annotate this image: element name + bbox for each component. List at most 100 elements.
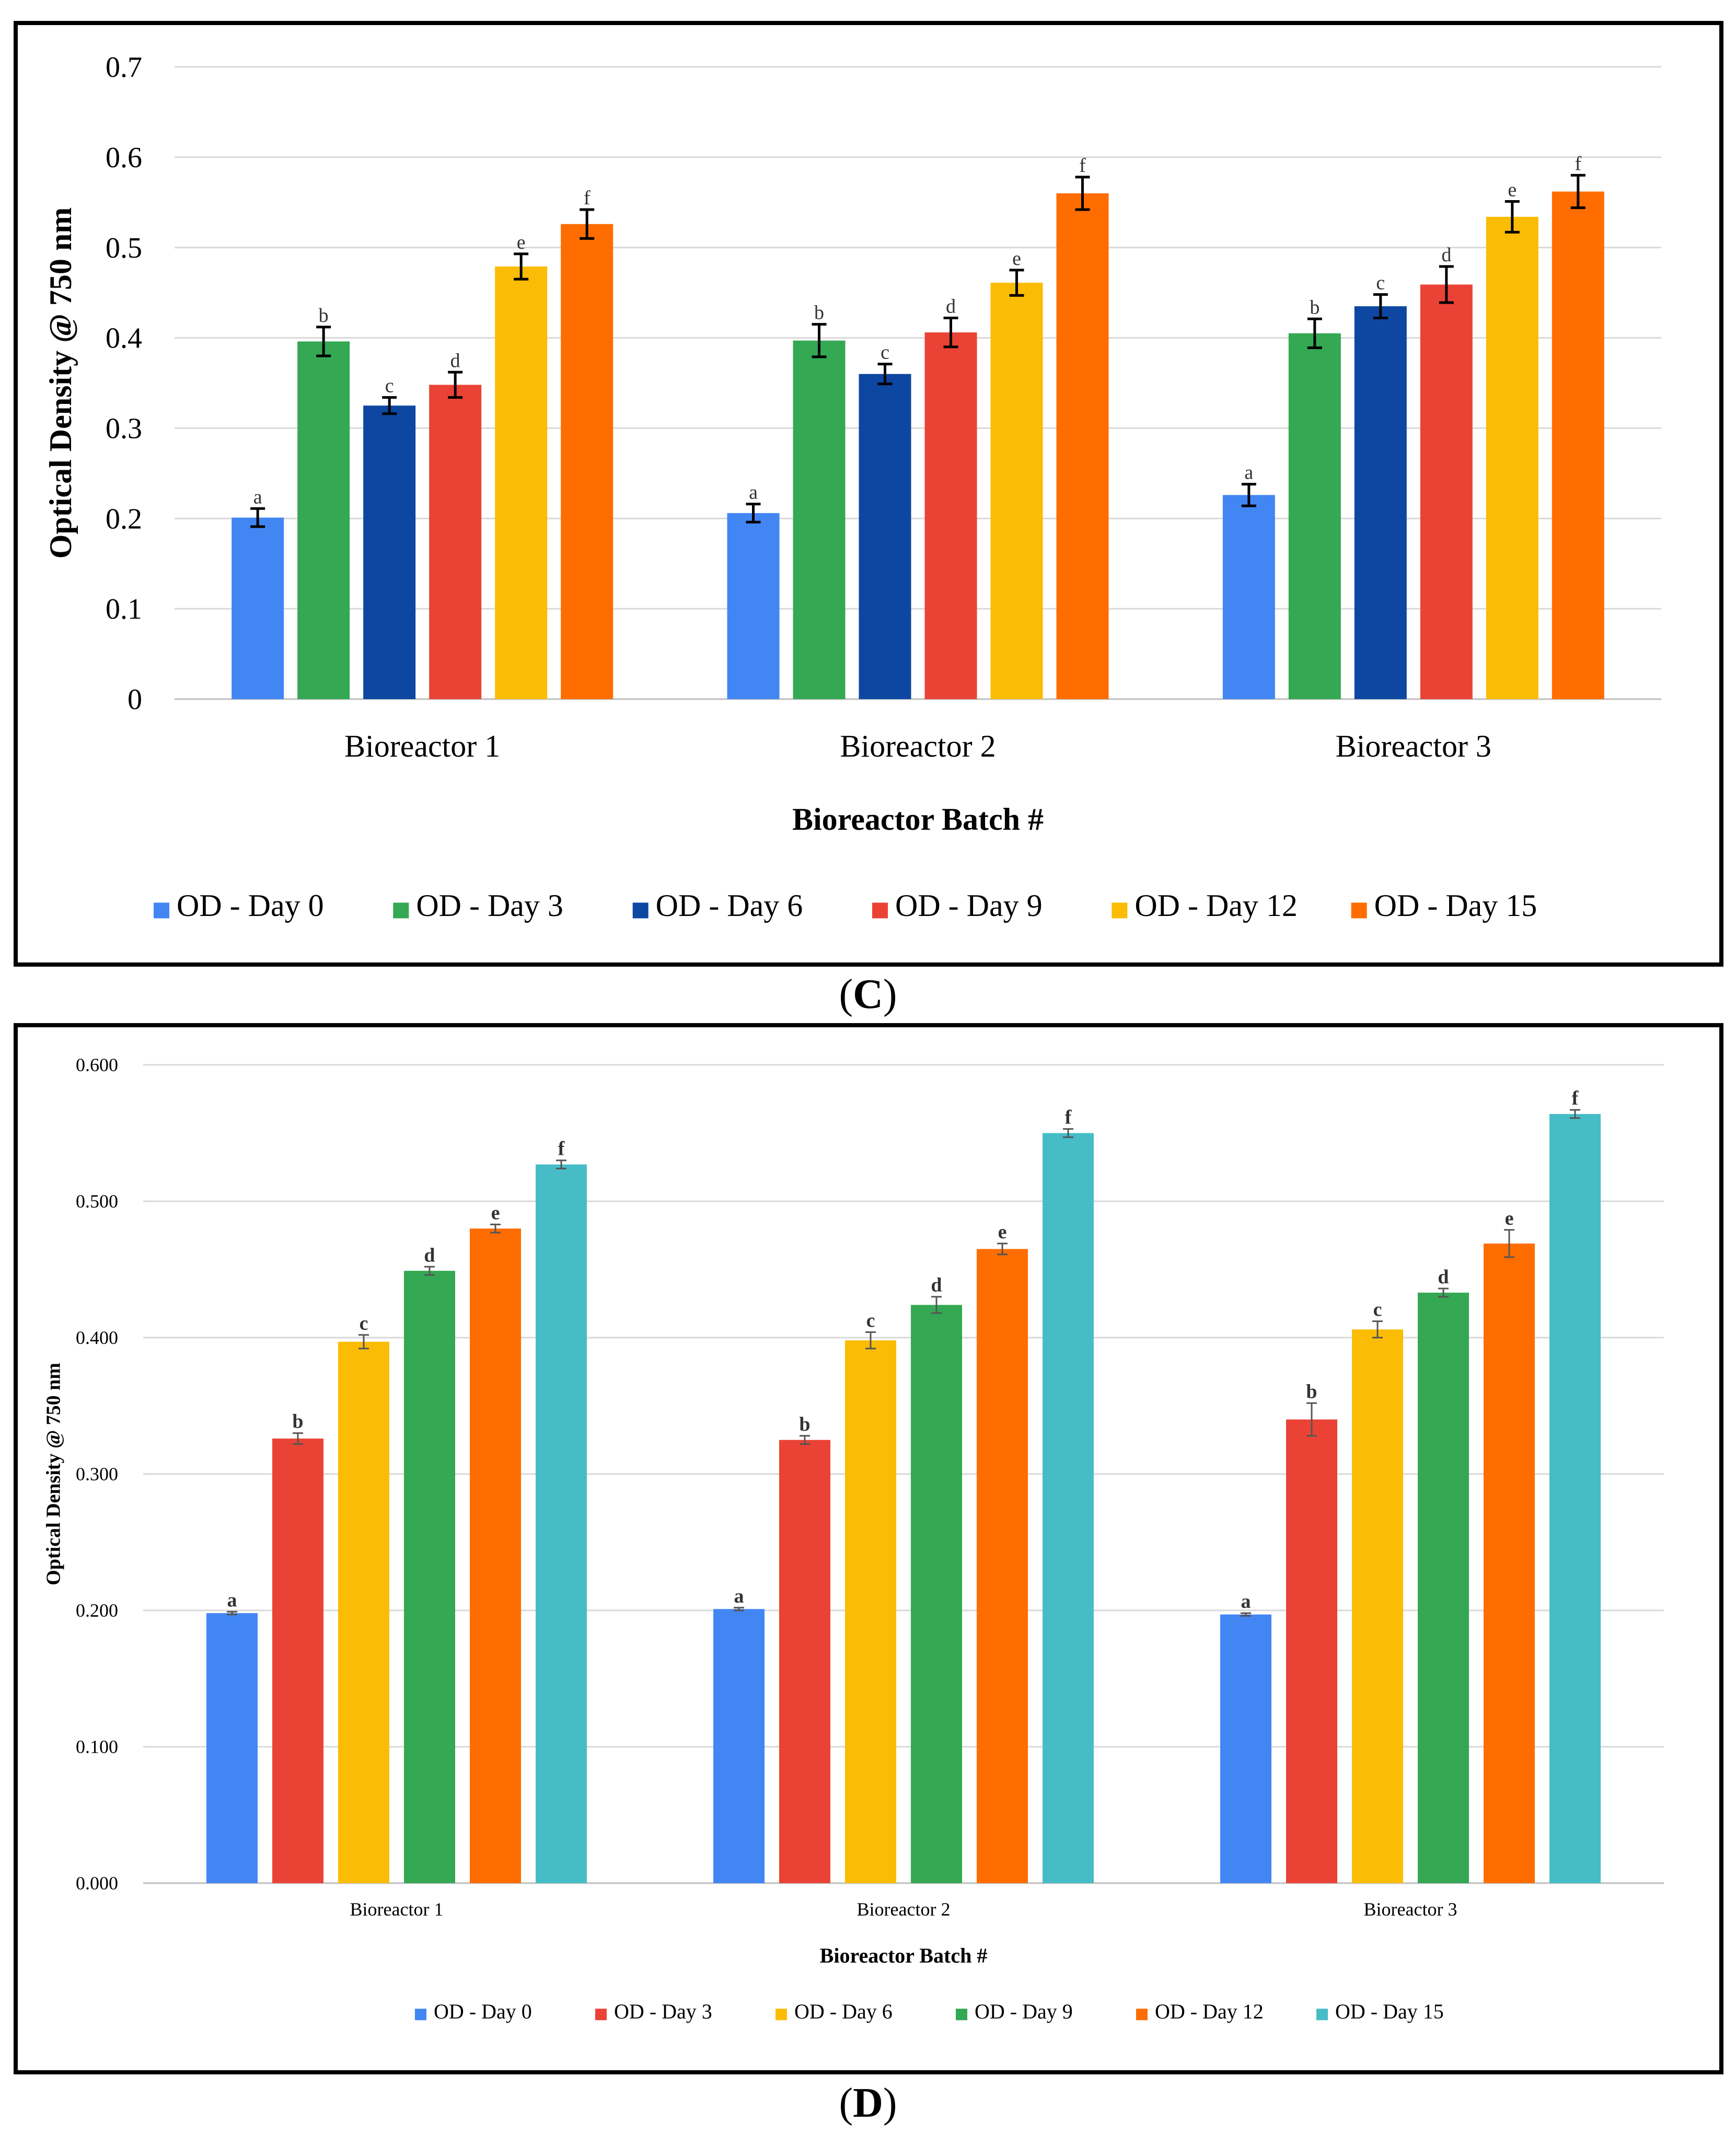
- caption-c: (C): [839, 971, 897, 1017]
- chart-d-category-label: Bioreactor 1: [350, 1899, 444, 1920]
- chart-c-bar-letter: f: [1575, 153, 1582, 175]
- chart-c-bar-letter: a: [253, 486, 262, 508]
- chart-d-ytick-label: 0.300: [76, 1464, 118, 1484]
- chart-c-bar-letter: f: [584, 187, 591, 209]
- chart-c-legend-swatch: [1112, 902, 1128, 919]
- chart-c-bar: [1420, 284, 1473, 699]
- chart-c-ytick-label: 0.5: [106, 232, 142, 264]
- chart-c-bar-letter: e: [517, 231, 526, 253]
- chart-d-bar: [206, 1613, 258, 1883]
- chart-c-bar: [1552, 191, 1604, 699]
- chart-c-category-label: Bioreactor 2: [840, 729, 996, 763]
- chart-d-ytick-label: 0.000: [76, 1873, 118, 1894]
- chart-c-bar: [561, 224, 614, 699]
- chart-panel-d: 0.000 0.100 0.200 0.300 0.400 0.500 0.600 Optic…: [14, 1023, 1723, 2074]
- chart-c-legend-label: OD - Day 12: [1135, 888, 1298, 923]
- chart-c-category-label: Bioreactor 1: [344, 729, 500, 763]
- chart-c-ytick-label: 0.6: [106, 142, 142, 174]
- chart-c-bar: [232, 517, 284, 699]
- chart-d-bar-letter: d: [424, 1244, 435, 1266]
- chart-d-xlabel: Bioreactor Batch #: [820, 1944, 988, 1967]
- caption-d: (D): [839, 2080, 897, 2126]
- chart-d-bar-letter: a: [227, 1589, 237, 1611]
- chart-d-ytick-label: 0.200: [76, 1600, 118, 1621]
- chart-c-bar-letter: a: [749, 482, 758, 504]
- chart-d-bar: [911, 1305, 962, 1883]
- chart-c-bar-letter: c: [1376, 272, 1385, 294]
- chart-d-ytick-label: 0.100: [76, 1736, 118, 1757]
- chart-c-xlabel: Bioreactor Batch #: [792, 802, 1044, 837]
- chart-c-bar-letter: c: [385, 375, 394, 397]
- chart-c-bar: [924, 332, 977, 699]
- chart-d-legend-swatch: [1136, 2009, 1148, 2021]
- chart-c-bar: [1354, 306, 1407, 699]
- chart-d-bar: [845, 1340, 896, 1883]
- chart-c-bar-letter: a: [1244, 462, 1253, 484]
- chart-c-bar: [495, 266, 548, 699]
- chart-d-bar: [713, 1609, 765, 1883]
- chart-d-bar-letter: c: [360, 1313, 368, 1335]
- chart-d-legend-swatch: [776, 2009, 787, 2021]
- chart-d-bar-letter: f: [1065, 1107, 1072, 1129]
- caption-c-letter: C: [853, 971, 883, 1017]
- chart-d-bar-letter: e: [1505, 1208, 1514, 1229]
- chart-d-bar: [779, 1440, 830, 1883]
- chart-d-ytick-label: 0.500: [76, 1191, 118, 1212]
- chart-c-legend-swatch: [393, 902, 409, 919]
- chart-c-ytick-label: 0.1: [106, 593, 142, 625]
- chart-d-bar-letter: d: [1438, 1266, 1449, 1288]
- chart-c-ytick-label: 0.2: [106, 503, 142, 535]
- chart-c-legend-swatch: [872, 902, 888, 919]
- chart-c-svg: 0 0.1 0.2 0.3 0.4 0.5 0.6 0.7 Optical Density @ …: [43, 51, 1661, 923]
- chart-d-bar: [1549, 1113, 1601, 1883]
- chart-d-bar-letter: b: [1306, 1380, 1317, 1402]
- chart-d-bar-letter: b: [799, 1413, 810, 1435]
- chart-c-ytick-label: 0.4: [106, 322, 142, 355]
- chart-d-legend-swatch: [415, 2009, 426, 2021]
- chart-d-legend-swatch: [956, 2009, 967, 2021]
- chart-c-bar: [727, 513, 780, 699]
- chart-d-legend-swatch: [1316, 2009, 1328, 2021]
- chart-d-bar-letter: a: [734, 1585, 744, 1607]
- chart-panel-c: 0 0.1 0.2 0.3 0.4 0.5 0.6 0.7 Optical Density @ …: [14, 21, 1723, 967]
- chart-d-ytick-label: 0.600: [76, 1054, 118, 1075]
- chart-c-category-label: Bioreactor 3: [1336, 729, 1491, 763]
- chart-d-bar-letter: d: [931, 1274, 942, 1296]
- chart-d-bar-letter: a: [1241, 1591, 1251, 1612]
- chart-d-bar-letter: c: [866, 1310, 875, 1332]
- chart-c-bar-letter: f: [1079, 155, 1086, 177]
- chart-d-legend-label: OD - Day 6: [794, 2000, 893, 2023]
- chart-d-bar: [1220, 1614, 1271, 1883]
- chart-c-bar-letter: b: [1310, 296, 1320, 318]
- chart-d-legend-label: OD - Day 0: [434, 2000, 532, 2023]
- chart-d-bar: [1286, 1419, 1337, 1883]
- chart-d-bar-letter: f: [1572, 1087, 1579, 1109]
- chart-d-bar: [1043, 1133, 1094, 1883]
- chart-c-legend-swatch: [154, 902, 169, 919]
- chart-d-bar: [338, 1341, 389, 1883]
- chart-c-legend-label: OD - Day 6: [656, 888, 803, 923]
- chart-d-bar: [1352, 1329, 1403, 1883]
- chart-c-bar-letter: b: [814, 302, 824, 324]
- chart-d-legend-label: OD - Day 15: [1335, 2000, 1444, 2023]
- chart-c-ytick-label: 0.7: [106, 51, 142, 84]
- chart-c-bar-letter: e: [1012, 248, 1021, 270]
- chart-c-legend-label: OD - Day 15: [1374, 888, 1537, 923]
- chart-c-bar: [859, 374, 911, 699]
- chart-c-ytick-label: 0: [128, 683, 142, 716]
- chart-d-bar: [404, 1271, 455, 1883]
- chart-d-svg: 0.000 0.100 0.200 0.300 0.400 0.500 0.600 Optic…: [43, 1054, 1664, 2023]
- chart-d-legend-label: OD - Day 12: [1155, 2000, 1264, 2023]
- chart-c-bar-letter: b: [319, 305, 329, 327]
- chart-d-bar: [470, 1228, 521, 1883]
- chart-d-legend-label: OD - Day 9: [975, 2000, 1073, 2023]
- chart-d-legend-label: OD - Day 3: [614, 2000, 712, 2023]
- chart-c-bar-letter: d: [450, 350, 460, 372]
- chart-c-bar: [1222, 495, 1275, 699]
- chart-d-bar: [1418, 1292, 1469, 1883]
- chart-c-bar: [1288, 333, 1341, 699]
- chart-d-category-label: Bioreactor 2: [857, 1899, 951, 1920]
- chart-d-bar: [977, 1249, 1028, 1883]
- chart-c-bar: [990, 283, 1043, 699]
- chart-d-legend-swatch: [595, 2009, 607, 2021]
